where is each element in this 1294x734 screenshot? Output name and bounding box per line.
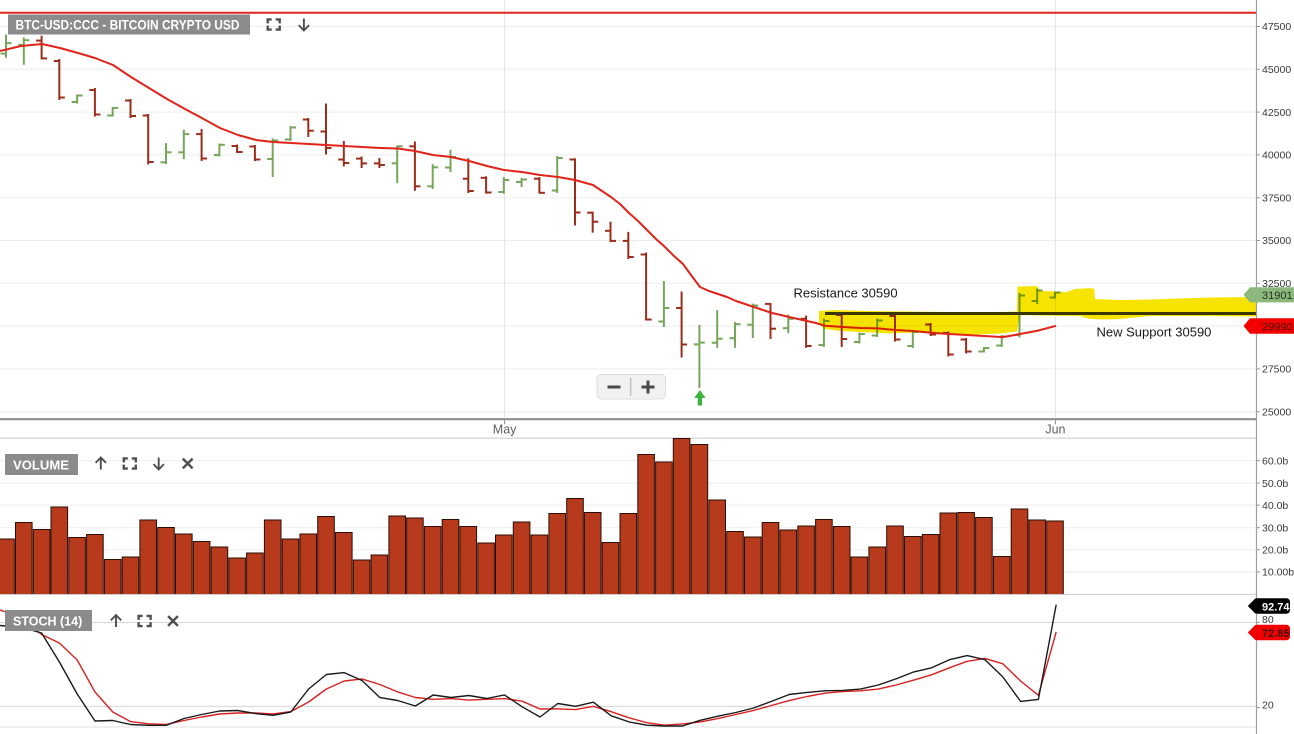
svg-text:BTC-USD:CCC - BITCOIN CRYPTO U: BTC-USD:CCC - BITCOIN CRYPTO USD [16,17,240,33]
svg-text:VOLUME: VOLUME [13,459,69,473]
svg-text:Resistance 30590: Resistance 30590 [794,286,898,301]
svg-text:35000: 35000 [1262,235,1291,247]
svg-text:37500: 37500 [1262,192,1291,204]
svg-text:30.0b: 30.0b [1262,522,1288,534]
svg-text:80: 80 [1262,614,1274,626]
svg-text:32500: 32500 [1262,278,1291,290]
svg-text:40000: 40000 [1262,150,1291,162]
svg-text:May: May [493,423,517,437]
svg-text:New Support 30590: New Support 30590 [1097,325,1212,340]
svg-text:10.00b: 10.00b [1262,567,1294,579]
svg-text:50.0b: 50.0b [1262,478,1288,490]
svg-text:60.0b: 60.0b [1262,455,1288,467]
svg-text:29990: 29990 [1262,321,1293,333]
svg-text:27500: 27500 [1262,364,1291,376]
svg-text:20.0b: 20.0b [1262,544,1288,556]
svg-text:47500: 47500 [1262,21,1291,33]
svg-text:STOCH (14): STOCH (14) [13,615,82,629]
svg-text:40.0b: 40.0b [1262,500,1288,512]
svg-text:72.85: 72.85 [1262,628,1290,640]
svg-text:25000: 25000 [1262,406,1291,418]
svg-text:42500: 42500 [1262,107,1291,119]
svg-text:92.74: 92.74 [1262,601,1290,613]
svg-text:20: 20 [1262,700,1274,712]
svg-text:31901.6: 31901.6 [1262,290,1294,302]
svg-text:45000: 45000 [1262,64,1291,76]
svg-text:Jun: Jun [1045,423,1065,437]
